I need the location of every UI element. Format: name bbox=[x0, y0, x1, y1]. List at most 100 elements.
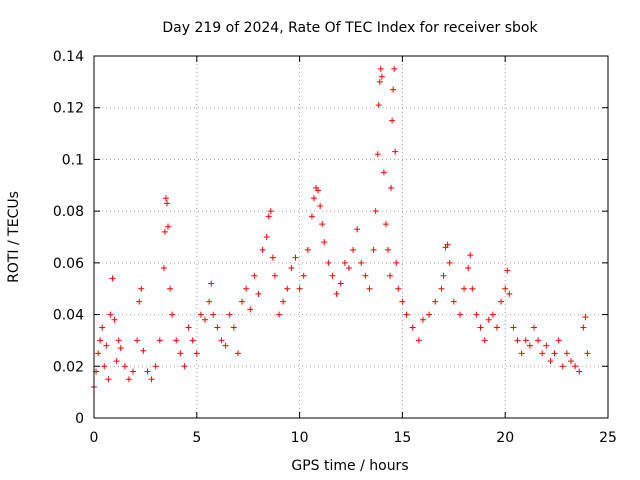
y-axis: 0 0.02 0.04 0.06 0.08 0.1 0.12 0.14 bbox=[53, 49, 608, 427]
data-point bbox=[450, 298, 457, 305]
data-point bbox=[576, 368, 583, 375]
data-point bbox=[518, 350, 525, 357]
data-point bbox=[563, 350, 570, 357]
data-point bbox=[173, 337, 180, 344]
data-point bbox=[380, 169, 387, 176]
data-point bbox=[372, 208, 379, 215]
data-point bbox=[377, 65, 384, 72]
data-point bbox=[296, 285, 303, 292]
data-point bbox=[438, 285, 445, 292]
data-point bbox=[308, 213, 315, 220]
y-tick-label: 0.02 bbox=[53, 359, 84, 375]
data-point bbox=[432, 298, 439, 305]
data-point bbox=[473, 311, 480, 318]
data-point bbox=[121, 363, 128, 370]
data-point bbox=[239, 298, 246, 305]
x-tick-label: 5 bbox=[192, 430, 201, 446]
data-point bbox=[362, 272, 369, 279]
data-point bbox=[415, 337, 422, 344]
data-point bbox=[393, 259, 400, 266]
data-point bbox=[202, 316, 209, 323]
data-point bbox=[376, 78, 383, 85]
data-point bbox=[160, 265, 167, 272]
data-point bbox=[582, 314, 589, 321]
data-point bbox=[251, 272, 258, 279]
data-point bbox=[493, 324, 500, 331]
y-tick-label: 0.06 bbox=[53, 256, 84, 272]
data-point bbox=[319, 221, 326, 228]
data-point bbox=[514, 337, 521, 344]
data-point bbox=[138, 285, 145, 292]
data-point bbox=[456, 311, 463, 318]
data-point bbox=[502, 285, 509, 292]
y-tick-label: 0.14 bbox=[53, 49, 84, 65]
data-point bbox=[504, 267, 511, 274]
data-point bbox=[419, 316, 426, 323]
data-point bbox=[243, 285, 250, 292]
data-point bbox=[321, 239, 328, 246]
data-point bbox=[144, 368, 151, 375]
data-point bbox=[161, 228, 168, 235]
data-point bbox=[156, 337, 163, 344]
data-point bbox=[97, 337, 104, 344]
data-point bbox=[409, 324, 416, 331]
data-point bbox=[222, 342, 229, 349]
data-point bbox=[358, 259, 365, 266]
data-point bbox=[382, 221, 389, 228]
data-point bbox=[111, 316, 118, 323]
data-point bbox=[426, 311, 433, 318]
data-point bbox=[390, 86, 397, 93]
data-point bbox=[567, 358, 574, 365]
data-point bbox=[271, 272, 278, 279]
data-point bbox=[485, 316, 492, 323]
data-point bbox=[99, 324, 106, 331]
data-point bbox=[134, 337, 141, 344]
data-point bbox=[255, 290, 262, 297]
data-point bbox=[325, 259, 332, 266]
data-point bbox=[167, 285, 174, 292]
data-point bbox=[333, 290, 340, 297]
data-point bbox=[374, 151, 381, 158]
data-point bbox=[265, 213, 272, 220]
x-tick-label: 25 bbox=[599, 430, 617, 446]
data-point bbox=[193, 350, 200, 357]
data-point bbox=[395, 285, 402, 292]
data-point bbox=[185, 324, 192, 331]
data-point bbox=[300, 272, 307, 279]
data-point bbox=[247, 306, 254, 313]
data-point bbox=[387, 272, 394, 279]
data-point bbox=[113, 358, 120, 365]
data-point bbox=[547, 358, 554, 365]
data-point bbox=[539, 350, 546, 357]
data-point bbox=[218, 337, 225, 344]
data-point bbox=[446, 259, 453, 266]
data-point bbox=[284, 285, 291, 292]
data-point bbox=[152, 363, 159, 370]
data-point bbox=[572, 363, 579, 370]
data-point bbox=[375, 102, 382, 109]
y-tick-label: 0.08 bbox=[53, 204, 84, 220]
y-tick-label: 0.12 bbox=[53, 101, 84, 117]
data-point bbox=[444, 241, 451, 248]
data-point bbox=[551, 350, 558, 357]
data-point bbox=[267, 208, 274, 215]
data-point bbox=[489, 311, 496, 318]
data-point bbox=[197, 311, 204, 318]
data-point bbox=[115, 337, 122, 344]
data-point bbox=[226, 311, 233, 318]
data-point bbox=[389, 117, 396, 124]
x-axis-label: GPS time / hours bbox=[291, 458, 408, 474]
data-point bbox=[259, 246, 266, 253]
data-point bbox=[109, 275, 116, 282]
data-point bbox=[370, 246, 377, 253]
data-point bbox=[208, 280, 215, 287]
data-point bbox=[269, 254, 276, 261]
plot-frame bbox=[93, 55, 609, 419]
data-point bbox=[399, 298, 406, 305]
data-point bbox=[117, 345, 124, 352]
data-point bbox=[140, 347, 147, 354]
data-point bbox=[288, 265, 295, 272]
x-tick-label: 15 bbox=[393, 430, 411, 446]
data-point bbox=[210, 311, 217, 318]
data-point bbox=[317, 202, 324, 209]
